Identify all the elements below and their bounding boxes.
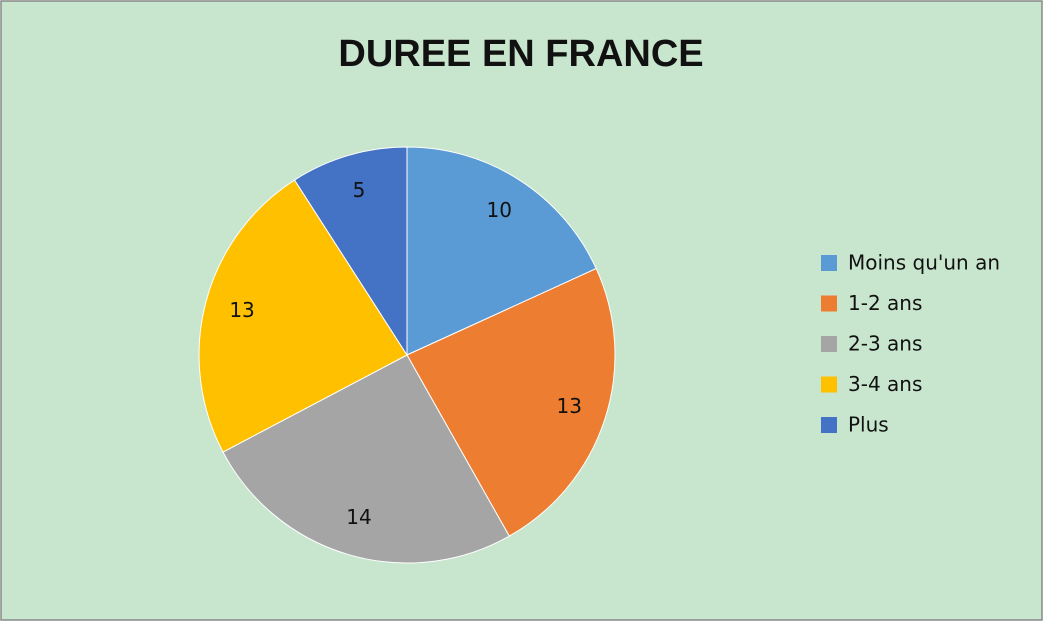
chart-title: DUREE EN FRANCE bbox=[338, 33, 703, 75]
legend-label: Plus bbox=[848, 413, 889, 437]
pie-slice bbox=[198, 179, 408, 453]
pie-slice bbox=[293, 146, 408, 357]
legend-label: 3-4 ans bbox=[848, 372, 922, 396]
data-label: 13 bbox=[556, 394, 581, 418]
legend-label: 1-2 ans bbox=[848, 291, 922, 315]
pie-slice bbox=[406, 267, 616, 537]
legend-swatch bbox=[821, 417, 837, 433]
legend-swatch bbox=[821, 376, 837, 393]
legend-swatch bbox=[821, 336, 837, 352]
data-label: 13 bbox=[229, 298, 254, 322]
legend-swatch bbox=[821, 295, 837, 312]
pie-slice bbox=[222, 354, 510, 564]
legend-label: 2-3 ans bbox=[848, 332, 922, 356]
data-label: 5 bbox=[353, 178, 366, 202]
legend-swatch bbox=[821, 255, 837, 271]
data-label: 14 bbox=[346, 505, 371, 529]
data-label: 10 bbox=[486, 198, 511, 222]
legend-label: Moins qu'un an bbox=[848, 251, 1000, 275]
pie-slice bbox=[406, 146, 597, 356]
